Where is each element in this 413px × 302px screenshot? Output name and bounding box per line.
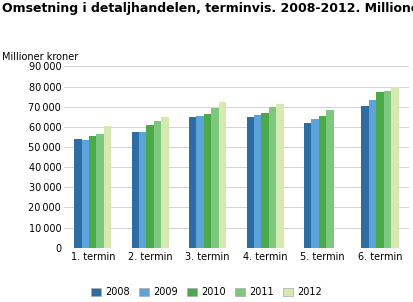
Bar bbox=[311, 119, 319, 248]
Bar bbox=[384, 91, 392, 248]
Bar bbox=[326, 110, 334, 248]
Bar bbox=[197, 116, 204, 248]
Bar bbox=[304, 123, 311, 248]
Bar bbox=[392, 87, 399, 248]
Legend: 2008, 2009, 2010, 2011, 2012: 2008, 2009, 2010, 2011, 2012 bbox=[91, 287, 322, 297]
Text: Millioner kroner: Millioner kroner bbox=[2, 52, 78, 62]
Bar bbox=[361, 106, 369, 248]
Bar bbox=[97, 134, 104, 248]
Bar bbox=[269, 107, 276, 248]
Bar bbox=[139, 132, 147, 248]
Bar bbox=[369, 100, 376, 248]
Bar bbox=[104, 126, 112, 248]
Bar bbox=[261, 113, 269, 248]
Bar bbox=[247, 117, 254, 248]
Bar bbox=[81, 140, 89, 248]
Bar bbox=[276, 104, 284, 248]
Bar bbox=[74, 139, 81, 248]
Bar bbox=[161, 117, 169, 248]
Bar bbox=[132, 132, 139, 248]
Bar bbox=[319, 116, 326, 248]
Text: Omsetning i detaljhandelen, terminvis. 2008-2012. Millioner kroner: Omsetning i detaljhandelen, terminvis. 2… bbox=[2, 2, 413, 14]
Bar bbox=[154, 121, 161, 248]
Bar bbox=[219, 102, 226, 248]
Bar bbox=[254, 115, 261, 248]
Bar bbox=[89, 136, 97, 248]
Bar bbox=[376, 92, 384, 248]
Bar bbox=[189, 117, 197, 248]
Bar bbox=[147, 125, 154, 248]
Bar bbox=[204, 114, 211, 248]
Bar bbox=[211, 108, 219, 248]
